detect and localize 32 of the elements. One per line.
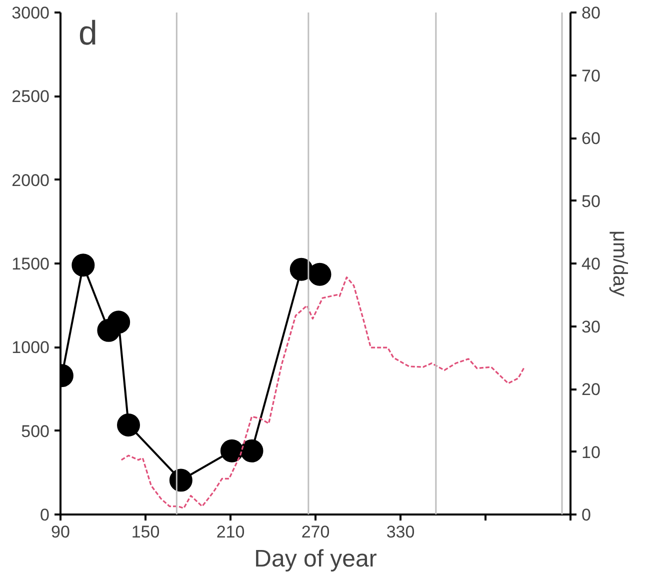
y2-tick-label: 10: [582, 442, 600, 462]
point: [240, 439, 264, 462]
point: [220, 439, 244, 462]
y-tick-label: 2500: [12, 87, 50, 106]
y-tick-label: 0: [40, 506, 50, 524]
y2-tick-label: 30: [582, 317, 600, 336]
y2-tick-label: 50: [582, 192, 600, 211]
x-tick-label: 210: [216, 522, 245, 542]
x-axis-title: Day of year: [254, 546, 377, 572]
y-tick-label: 1000: [12, 338, 50, 358]
y2-tick-label: 80: [582, 4, 600, 22]
y-tick-label: 2000: [12, 170, 50, 190]
line-series: [120, 276, 525, 510]
y-tick-label: 1500: [12, 254, 50, 274]
y2-tick-label: 20: [582, 380, 600, 399]
x-tick-label: 330: [386, 522, 415, 542]
point: [107, 310, 130, 334]
y2-tick-label: 70: [582, 66, 600, 86]
point: [72, 254, 95, 277]
y2-tick-label: 40: [582, 254, 600, 274]
x-tick-label: 270: [301, 522, 330, 542]
annotation: d: [78, 14, 98, 52]
y-tick-label: 3000: [12, 4, 50, 22]
y2-axis-title: μm/day: [608, 230, 630, 297]
y-tick-label: 500: [21, 422, 50, 441]
point: [308, 262, 332, 286]
y2-tick-label: 60: [582, 129, 600, 148]
x-tick-label: 90: [51, 522, 70, 542]
point: [117, 414, 140, 436]
y2-tick-label: 0: [582, 506, 591, 524]
x-tick-label: 150: [131, 522, 160, 542]
point: [169, 468, 192, 492]
